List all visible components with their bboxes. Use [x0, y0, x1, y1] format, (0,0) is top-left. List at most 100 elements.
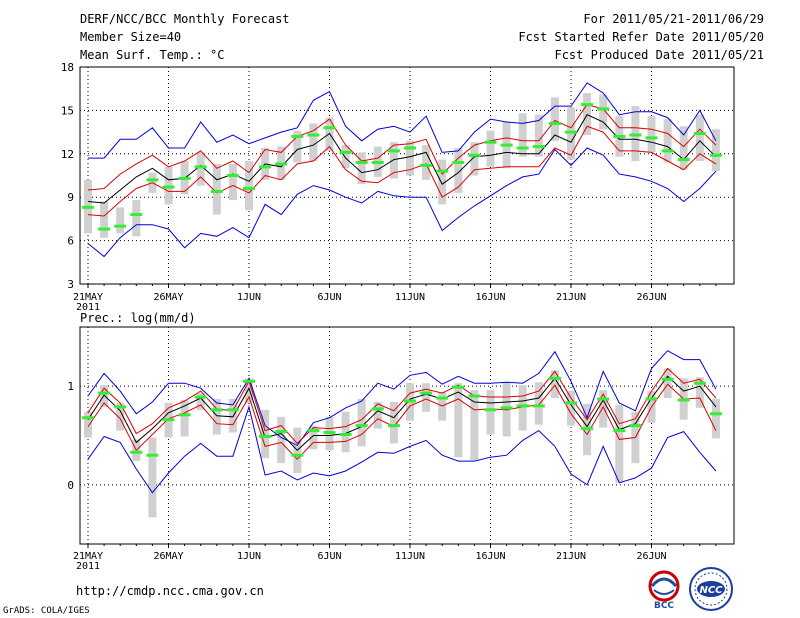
chart0-median-30 [565, 130, 577, 134]
chart0-spread-box-8 [212, 163, 221, 215]
chart0-xtick-0: 21MAY [73, 292, 103, 303]
chart0-line-max [88, 82, 717, 159]
ncc-logo-text: NCC [699, 585, 723, 596]
chart1-spread-box-27 [518, 385, 527, 431]
chart0-median-39 [709, 153, 722, 157]
chart0-spread-box-7 [196, 152, 205, 186]
chart0-spread-box-13 [293, 130, 302, 163]
chart1-spread-box-24 [470, 390, 479, 461]
chart0-median-23 [452, 160, 465, 164]
chart0-spread-box-27 [518, 113, 527, 157]
chart1-spread-box-14 [309, 425, 318, 450]
chart1-median-34 [629, 424, 642, 428]
chart0-spread-box-29 [550, 97, 559, 141]
chart0-spread-box-21 [422, 145, 431, 180]
chart1-median-35 [645, 397, 658, 401]
chart0-spread-box-31 [583, 93, 592, 135]
chart1-spread-box-33 [615, 404, 624, 483]
chart0-ytick-4: 15 [61, 104, 74, 117]
chart0-median-0 [82, 205, 94, 209]
chart0-median-7 [194, 165, 207, 169]
chart0-spread-box-17 [357, 152, 366, 185]
chart1-xtick-year: 2011 [76, 561, 100, 572]
chart0-spread-box-35 [647, 116, 656, 153]
precip-title: Prec.: log(mm/d) [80, 311, 196, 325]
chart1-spread-box-9 [228, 399, 237, 433]
chart1-spread-box-16 [341, 411, 350, 453]
chart1-xtick-6: 21JUN [556, 551, 586, 562]
chart0-spread-box-38 [695, 114, 704, 162]
source-url[interactable]: http://cmdp.ncc.cma.gov.cn [76, 584, 264, 598]
chart1-spread-box-0 [84, 411, 92, 438]
chart0-median-14 [307, 133, 320, 137]
chart1-median-8 [210, 408, 223, 412]
chart0-spread-box-22 [438, 159, 447, 205]
chart1-median-28 [532, 404, 545, 408]
chart1-xtick-5: 16JUN [475, 551, 505, 562]
chart1-median-3 [130, 450, 143, 454]
chart1-median-32 [597, 397, 610, 401]
chart0-median-18 [371, 160, 384, 164]
chart0-median-28 [532, 145, 545, 149]
chart0-line-lower [87, 125, 717, 217]
chart0-median-22 [436, 169, 449, 173]
chart1-spread-box-11 [261, 409, 270, 459]
chart1-spread-box-10 [245, 378, 253, 403]
chart1-line-min [87, 405, 717, 494]
chart0-ytick-2: 9 [67, 191, 74, 204]
chart0-line-min [87, 147, 717, 258]
chart0-xtick-6: 21JUN [556, 292, 586, 303]
chart0-median-35 [645, 136, 658, 140]
chart1-spread-box-1 [100, 385, 109, 407]
chart1-median-18 [371, 407, 384, 411]
chart-title: DERF/NCC/BCC Monthly Forecast [80, 12, 290, 26]
chart1-median-27 [516, 404, 529, 408]
chart1-spread-box-8 [212, 399, 221, 435]
chart0-median-29 [548, 121, 561, 125]
chart1-spread-box-32 [599, 390, 608, 428]
chart0-spread-box-10 [245, 161, 253, 211]
chart0-median-16 [339, 150, 352, 154]
chart0-spread-box-9 [228, 163, 237, 201]
chart0-frame [79, 66, 735, 285]
chart1-median-29 [548, 376, 561, 380]
chart0-spread-box-24 [470, 142, 479, 176]
chart0-median-19 [387, 149, 400, 153]
chart0-median-12 [275, 162, 288, 166]
chart0-ytick-3: 12 [61, 148, 74, 161]
temperature-panel: 3 6 9 12 15 18 21MAY 26MAY 1JUN 6JUN 11JUN 16JUN 21J… [61, 61, 735, 313]
chart0-median-37 [677, 158, 690, 162]
chart0-median-26 [500, 143, 513, 147]
chart1-median-16 [339, 433, 352, 437]
chart0-line-mean [87, 114, 717, 204]
chart1-median-5 [162, 418, 175, 422]
chart0-spread-box-32 [599, 94, 608, 130]
chart1-line-max [87, 350, 717, 447]
chart1-xtick-0: 21MAY [73, 551, 103, 562]
chart1-median-17 [355, 424, 368, 428]
chart1-xtick-7: 26JUN [636, 551, 666, 562]
chart1-spread-box-23 [454, 383, 463, 458]
chart1-median-31 [581, 427, 594, 431]
chart0-median-9 [226, 174, 239, 177]
chart1-median-33 [613, 429, 626, 433]
chart1-spread-box-18 [373, 401, 382, 429]
chart0-spread-box-25 [486, 130, 495, 167]
chart1-median-14 [307, 429, 320, 433]
chart0-median-13 [291, 134, 304, 138]
chart1-line-lower [87, 383, 717, 460]
chart0-xtick-4: 11JUN [395, 292, 425, 303]
chart1-median-2 [114, 405, 127, 409]
chart0-median-31 [581, 103, 594, 107]
chart1-spread-box-28 [534, 382, 543, 425]
chart1-median-23 [452, 385, 465, 389]
chart1-line-upper [87, 367, 717, 445]
chart0-spread-box-36 [663, 119, 672, 163]
grads-credit: GrADS: COLA/IGES [3, 606, 90, 616]
bcc-logo: BCC [648, 570, 680, 610]
chart1-spread-box-25 [486, 390, 495, 435]
chart1-spread-box-7 [196, 393, 205, 410]
chart0-xtick-1: 26MAY [153, 292, 183, 303]
chart1-spread-box-17 [357, 399, 366, 447]
chart1-spread-box-29 [550, 370, 559, 399]
